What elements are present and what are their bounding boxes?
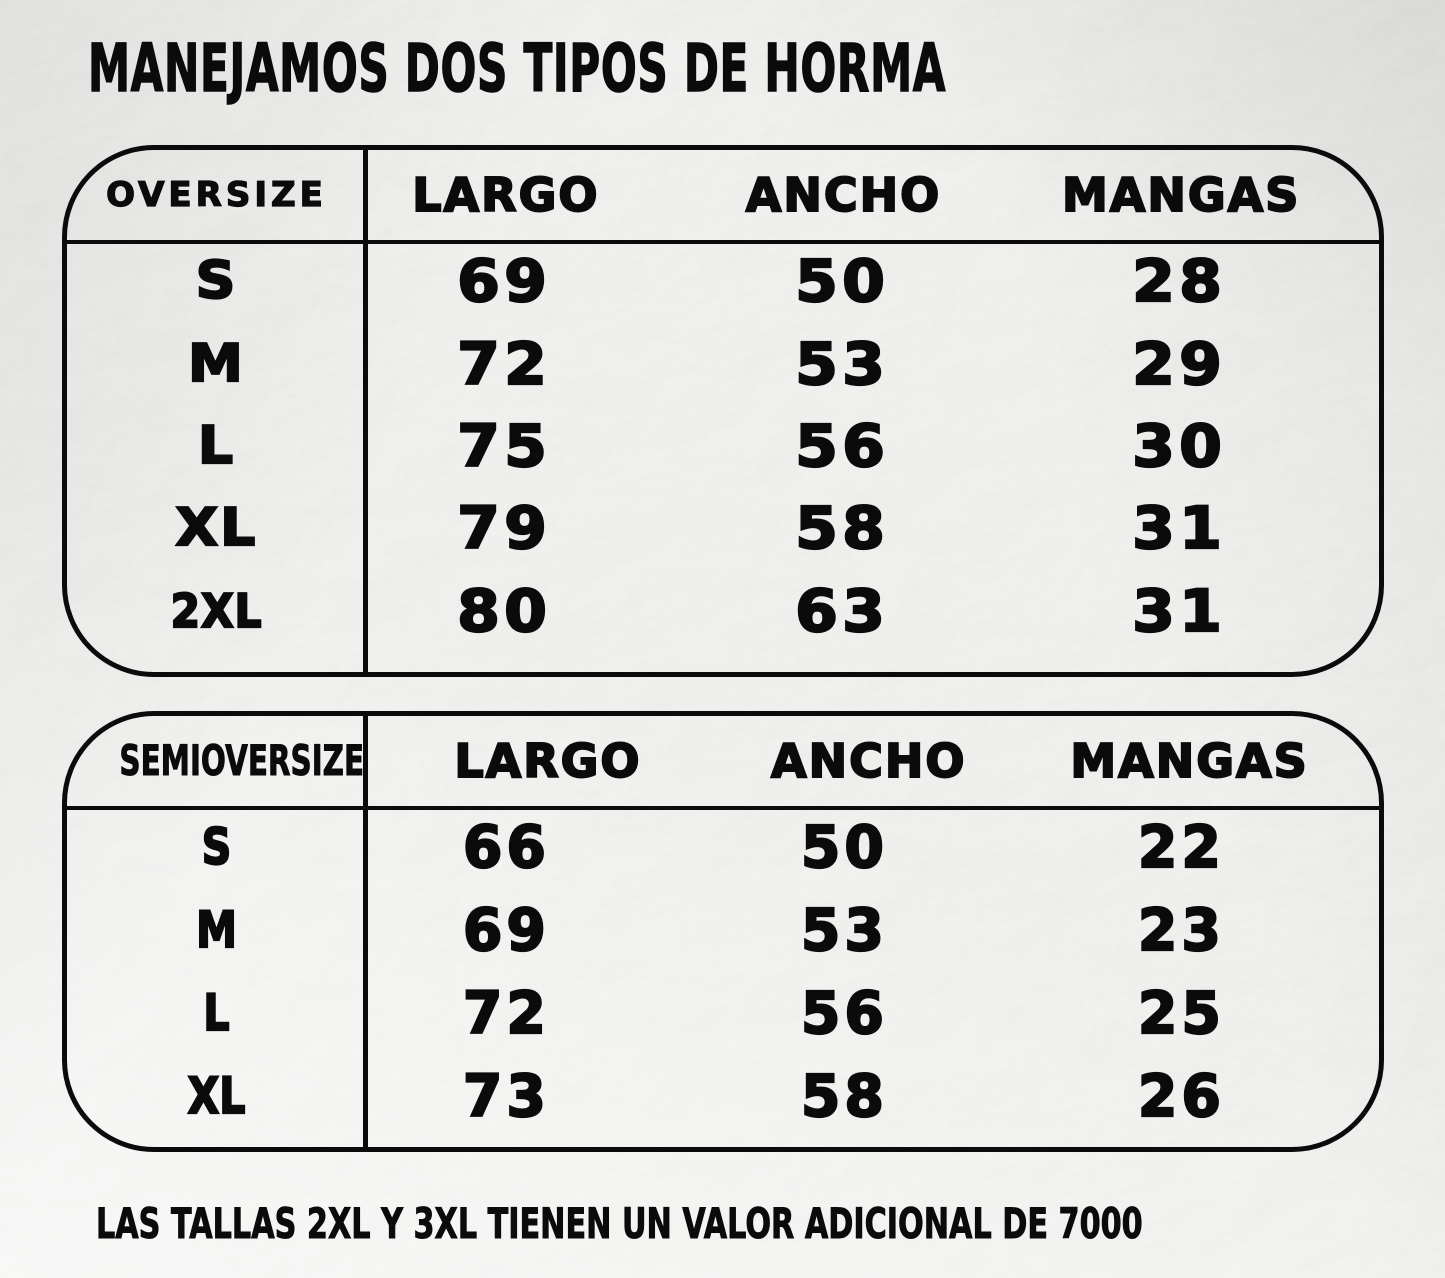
value-cell: 72 [456, 329, 552, 398]
table-title: OVERSIZE [105, 175, 327, 215]
page-title: MANEJAMOS DOS TIPOS DE HORMA [88, 30, 947, 107]
column-header-largo: LARGO [453, 734, 642, 788]
column-header-mangas: MANGAS [1061, 168, 1301, 222]
value-cell: 56 [800, 978, 888, 1047]
value-cell: 66 [462, 813, 550, 882]
table-header-row: SEMIOVERSIZE LARGO ANCHO MANGAS [67, 716, 1379, 806]
value-cell: 53 [800, 896, 888, 965]
column-header-largo: LARGO [411, 168, 600, 222]
table-row: S 66 50 22 [67, 806, 1379, 889]
column-header-ancho: ANCHO [770, 734, 967, 788]
value-cell: 69 [456, 247, 552, 316]
value-cell: 31 [1131, 494, 1227, 563]
size-cell: M [187, 333, 245, 394]
value-cell: 50 [800, 813, 888, 882]
value-cell: 50 [794, 247, 889, 316]
value-cell: 72 [462, 978, 550, 1047]
size-cell: XL [174, 498, 258, 559]
size-cell: XL [187, 1066, 247, 1125]
size-cell: M [195, 901, 238, 960]
table-row: S 69 50 28 [67, 240, 1379, 322]
table-row: 2XL 80 63 31 [67, 570, 1379, 652]
value-cell: 26 [1137, 1061, 1226, 1130]
table-row: L 72 56 25 [67, 972, 1379, 1055]
column-header-mangas: MANGAS [1069, 734, 1309, 788]
size-cell: 2XL [170, 583, 263, 638]
value-cell: 56 [794, 412, 889, 481]
footer-note: LAS TALLAS 2XL Y 3XL TIENEN UN VALOR ADI… [96, 1199, 1143, 1248]
table-header-row: OVERSIZE LARGO ANCHO MANGAS [67, 150, 1379, 240]
value-cell: 75 [456, 412, 552, 481]
value-cell: 31 [1131, 576, 1227, 645]
value-cell: 29 [1131, 329, 1227, 398]
oversize-table: OVERSIZE LARGO ANCHO MANGAS S 69 50 28 M… [62, 145, 1384, 677]
value-cell: 63 [794, 576, 889, 645]
value-cell: 73 [462, 1061, 550, 1130]
value-cell: 23 [1137, 896, 1226, 965]
value-cell: 28 [1131, 247, 1227, 316]
table-row: XL 73 58 26 [67, 1054, 1379, 1137]
size-cell: L [203, 983, 231, 1042]
value-cell: 30 [1131, 412, 1227, 481]
value-cell: 58 [794, 494, 889, 563]
semioversize-table: SEMIOVERSIZE LARGO ANCHO MANGAS S 66 50 … [62, 711, 1384, 1152]
size-cell: S [194, 251, 238, 312]
table-title: SEMIOVERSIZE [119, 736, 365, 785]
value-cell: 58 [800, 1061, 888, 1130]
column-header-ancho: ANCHO [745, 168, 942, 222]
value-cell: 25 [1137, 978, 1226, 1047]
value-cell: 22 [1137, 813, 1226, 882]
value-cell: 80 [456, 576, 552, 645]
size-cell: S [201, 818, 232, 877]
table-row: L 75 56 30 [67, 405, 1379, 487]
table-row: M 72 53 29 [67, 322, 1379, 404]
size-cell: L [197, 416, 236, 477]
table-row: XL 79 58 31 [67, 487, 1379, 569]
table-row: M 69 53 23 [67, 889, 1379, 972]
value-cell: 53 [794, 329, 889, 398]
value-cell: 79 [456, 494, 552, 563]
value-cell: 69 [462, 896, 550, 965]
